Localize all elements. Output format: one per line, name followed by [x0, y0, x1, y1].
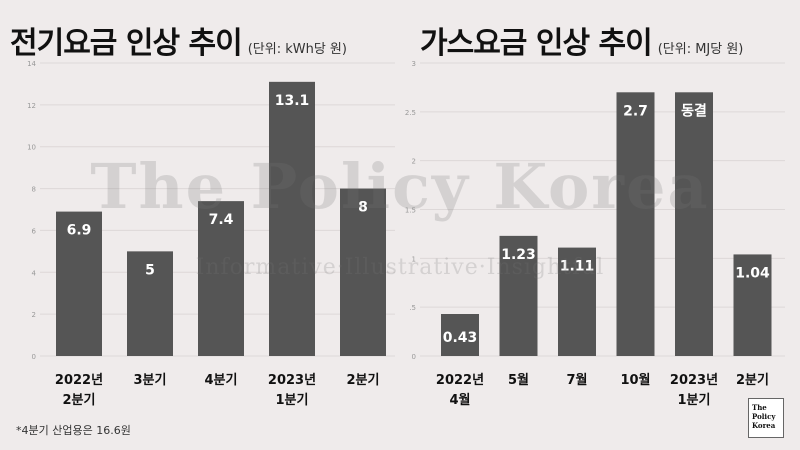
- data-label: 2.7: [623, 103, 648, 119]
- y-tick-label: 14: [27, 60, 36, 68]
- y-tick-label: 3: [412, 60, 416, 68]
- bar: [616, 92, 655, 357]
- gas-chart-title: 가스요금 인상 추이 (단위: MJ당 원): [420, 18, 743, 62]
- bar: [558, 247, 596, 356]
- logo-line: Policy: [752, 412, 776, 421]
- category-label: 1분기: [678, 393, 711, 408]
- logo-line: Korea: [752, 421, 776, 430]
- data-label: 1.11: [560, 259, 595, 275]
- electricity-title-text: 전기요금 인상 추이: [10, 26, 243, 61]
- category-label: 4분기: [205, 373, 238, 388]
- bar: [269, 81, 315, 356]
- y-tick-label: 10: [27, 144, 36, 152]
- data-label: 8: [358, 200, 368, 216]
- data-label: 1.23: [501, 247, 536, 263]
- y-tick-label: 2: [32, 311, 36, 319]
- data-label: 5: [145, 262, 155, 278]
- y-tick-label: 1.5: [405, 207, 416, 215]
- y-tick-label: 0: [32, 353, 36, 361]
- category-label: 10월: [620, 372, 650, 388]
- logo-line: The: [752, 403, 767, 412]
- electricity-unit: (단위: kWh당 원): [247, 42, 347, 57]
- footnote: *4분기 산업용은 16.6원: [16, 424, 131, 437]
- category-label: 2023년: [670, 373, 718, 388]
- data-label: 0.43: [443, 330, 478, 346]
- category-label: 2022년: [55, 373, 103, 388]
- y-tick-label: 6: [32, 227, 37, 235]
- data-label: 6.9: [67, 223, 92, 239]
- bar: [441, 314, 479, 356]
- bar: [127, 251, 173, 356]
- electricity-chart-title: 전기요금 인상 추이 (단위: kWh당 원): [10, 18, 347, 62]
- bar: [675, 92, 713, 357]
- y-tick-label: 1: [412, 255, 416, 263]
- bar: [733, 254, 772, 356]
- category-label: 7월: [566, 372, 587, 388]
- data-label: 13.1: [275, 93, 310, 109]
- gas-title-text: 가스요금 인상 추이: [420, 26, 653, 61]
- y-tick-label: 12: [27, 102, 36, 110]
- category-label: 3분기: [134, 373, 167, 388]
- category-label: 5월: [508, 372, 529, 388]
- data-label: 동결: [681, 102, 707, 119]
- category-label: 1분기: [276, 393, 309, 408]
- y-tick-label: 2: [412, 158, 416, 166]
- bar: [499, 235, 538, 356]
- y-tick-label: 0: [412, 353, 416, 361]
- gas-unit: (단위: MJ당 원): [657, 42, 744, 57]
- y-tick-label: 4: [32, 269, 37, 277]
- data-label: 1.04: [735, 265, 770, 281]
- bar: [56, 211, 102, 356]
- y-tick-label: .5: [409, 304, 416, 312]
- category-label: 2분기: [736, 373, 769, 388]
- category-label: 2023년: [268, 373, 316, 388]
- category-label: 2분기: [63, 393, 96, 408]
- category-label: 4월: [449, 392, 470, 408]
- category-label: 2분기: [347, 373, 380, 388]
- bar: [340, 188, 386, 356]
- y-tick-label: 8: [32, 186, 36, 194]
- bar: [198, 201, 244, 356]
- y-tick-label: 2.5: [405, 109, 416, 117]
- data-label: 7.4: [209, 212, 234, 228]
- publisher-logo: The Policy Korea: [748, 398, 784, 438]
- category-label: 2022년: [436, 373, 484, 388]
